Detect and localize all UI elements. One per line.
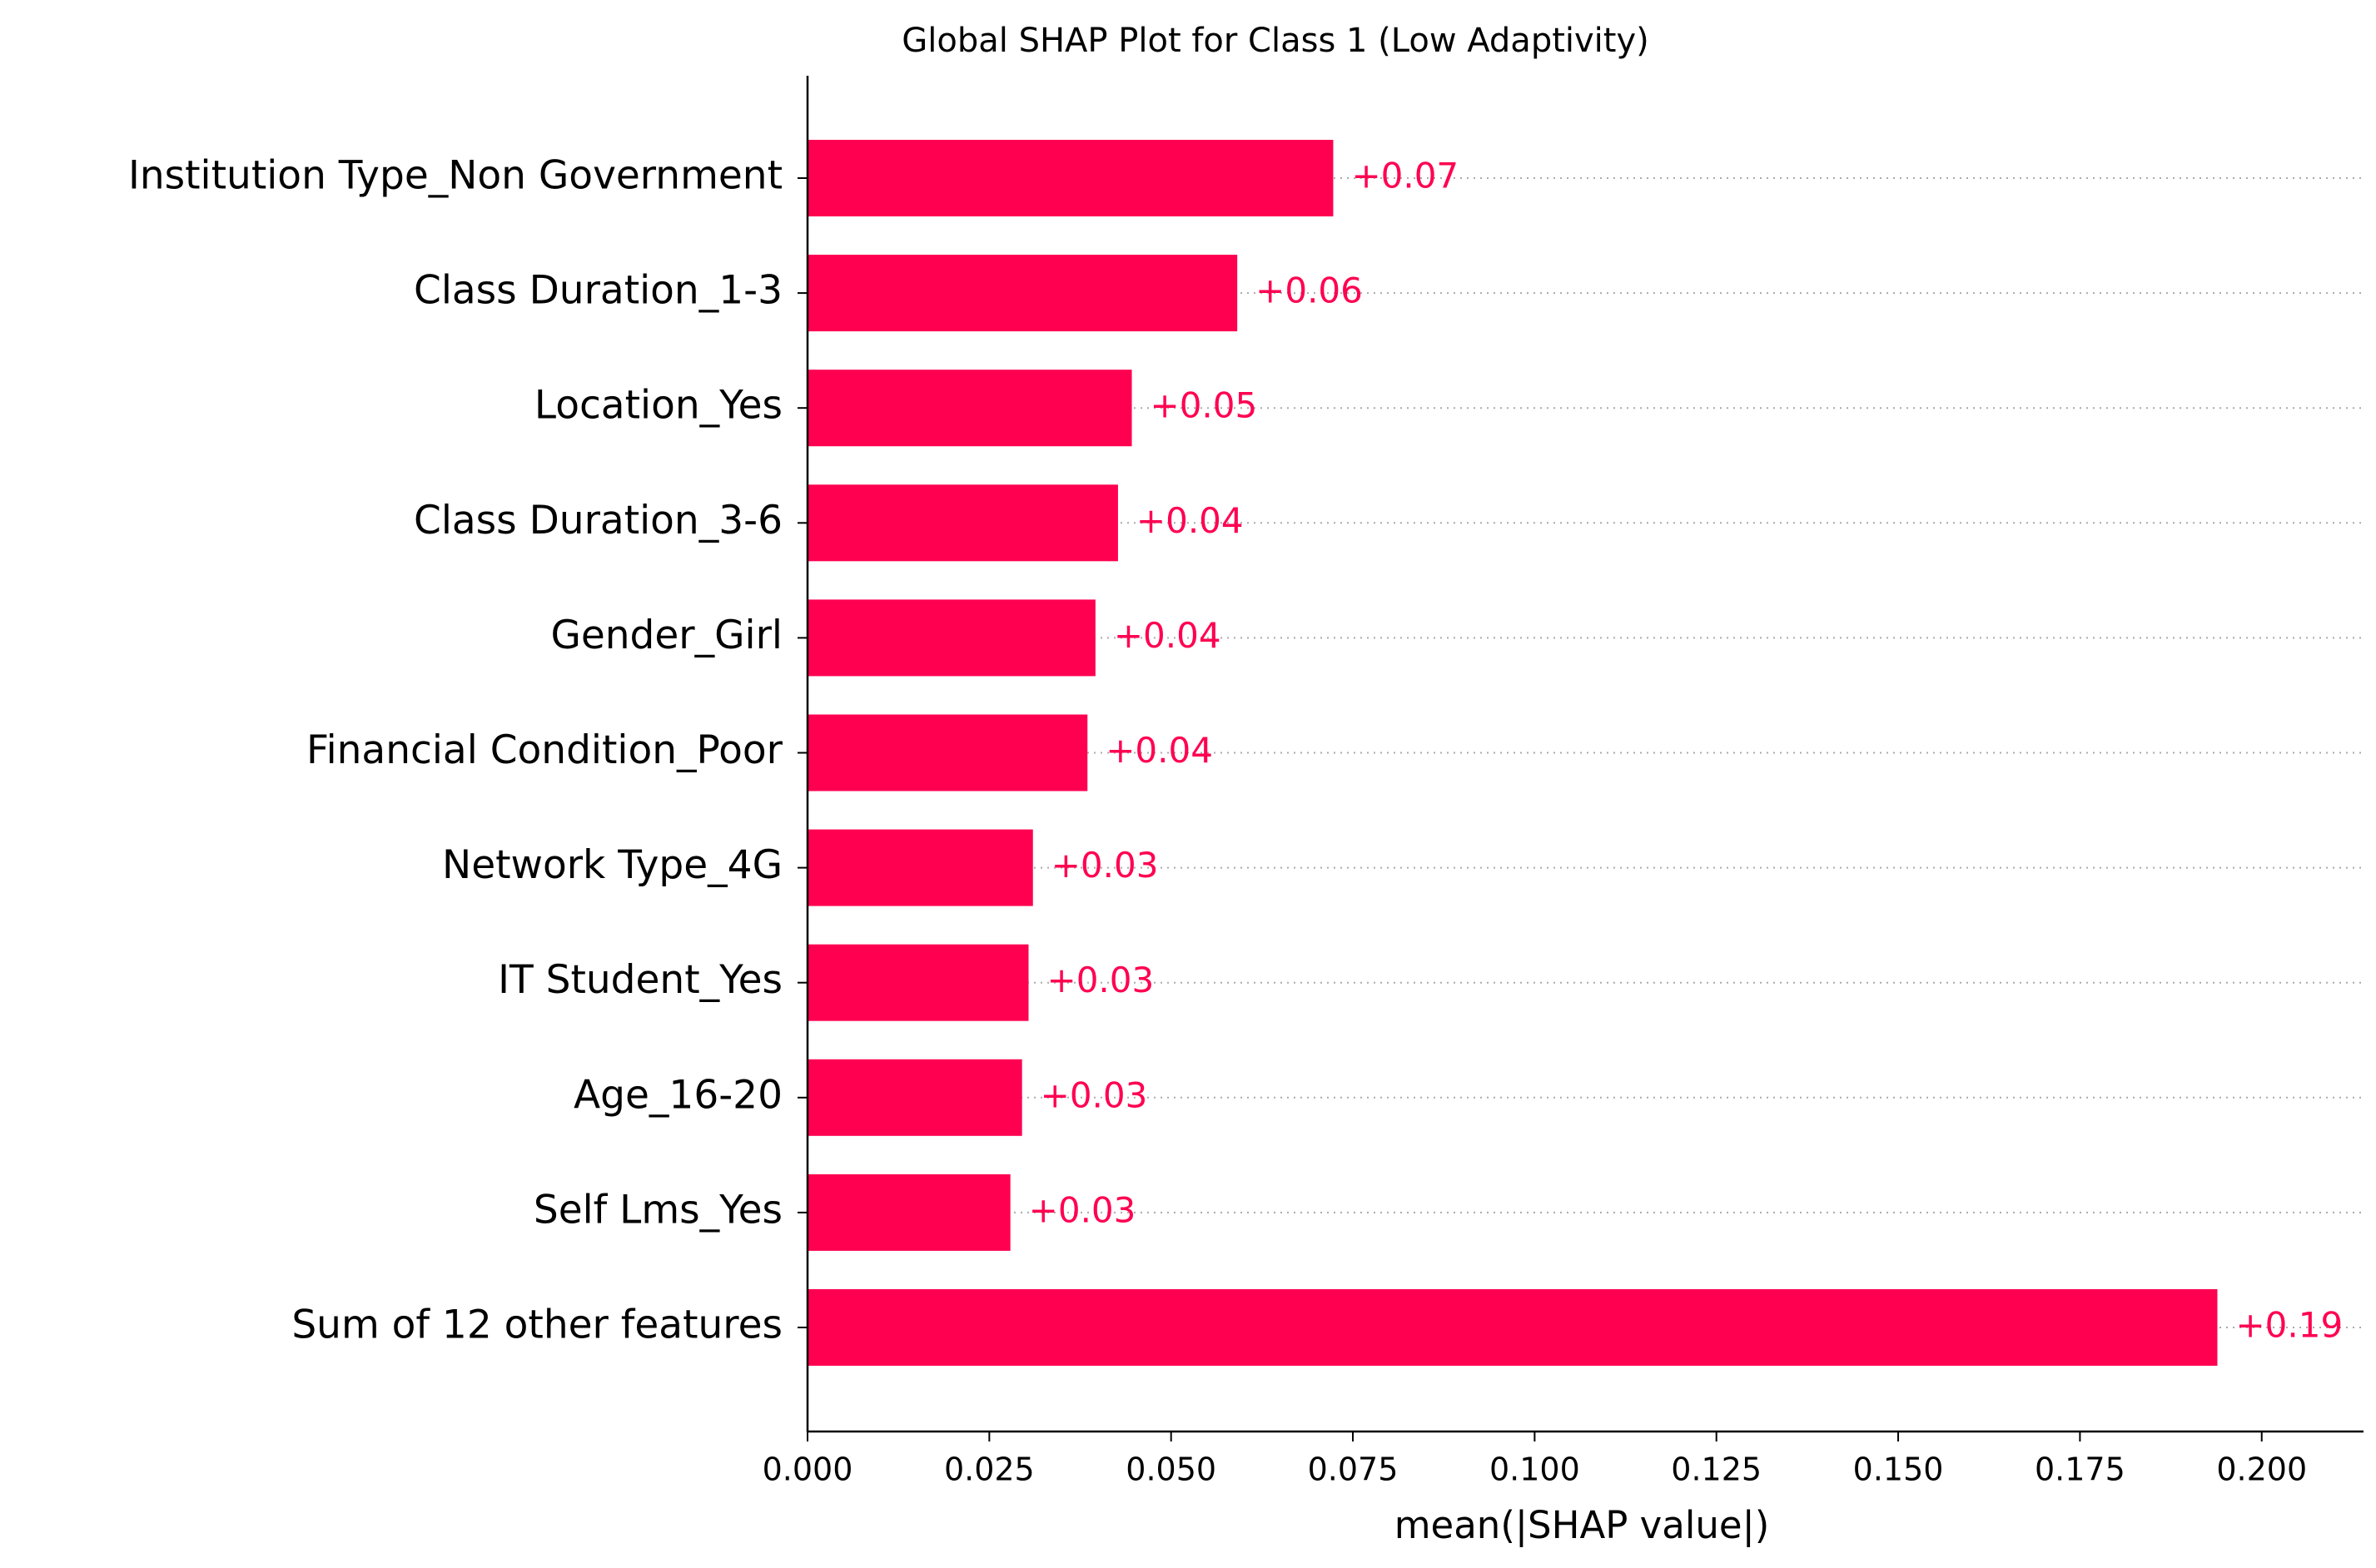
y-tick-label: Location_Yes	[534, 383, 783, 429]
y-tick-label: Class Duration_1-3	[414, 268, 783, 314]
y-tick-label: Sum of 12 other features	[291, 1303, 783, 1348]
bar	[808, 944, 1029, 1021]
value-label: +0.19	[2235, 1305, 2343, 1346]
bar	[808, 1059, 1022, 1136]
value-label: +0.05	[1151, 385, 1258, 426]
value-label: +0.04	[1106, 730, 1213, 771]
y-tick-label: Institution Type_Non Government	[128, 153, 783, 199]
chart-title: Global SHAP Plot for Class 1 (Low Adapti…	[902, 22, 1649, 60]
y-tick-label: Gender_Girl	[550, 613, 783, 658]
value-label: +0.04	[1114, 615, 1221, 656]
value-label: +0.04	[1136, 500, 1244, 541]
value-label: +0.03	[1041, 1074, 1148, 1115]
y-tick-label: IT Student_Yes	[498, 957, 783, 1003]
bar	[808, 484, 1118, 562]
x-tick-label: 0.150	[1853, 1451, 1944, 1488]
x-tick-label: 0.050	[1126, 1451, 1216, 1488]
x-tick-label: 0.125	[1671, 1451, 1762, 1488]
value-label: +0.03	[1047, 960, 1155, 1000]
y-tick-label: Self Lms_Yes	[534, 1187, 783, 1233]
x-axis-label: mean(|SHAP value|)	[1394, 1503, 1770, 1547]
bar	[808, 255, 1238, 332]
x-tick-label: 0.200	[2216, 1451, 2307, 1488]
y-tick-label: Class Duration_3-6	[414, 498, 783, 543]
x-tick-label: 0.075	[1308, 1451, 1399, 1488]
y-tick-label: Financial Condition_Poor	[306, 727, 783, 773]
bar	[808, 1174, 1011, 1251]
bar	[808, 829, 1033, 906]
x-tick-label: 0.000	[763, 1451, 853, 1488]
value-label: +0.03	[1029, 1189, 1136, 1230]
bar	[808, 140, 1334, 216]
bar	[808, 1289, 2218, 1366]
bar	[808, 714, 1088, 791]
value-label: +0.03	[1051, 845, 1159, 886]
bar	[808, 370, 1132, 447]
bar	[808, 599, 1096, 677]
x-tick-label: 0.175	[2035, 1451, 2125, 1488]
x-tick-label: 0.025	[944, 1451, 1035, 1488]
value-label: +0.06	[1255, 270, 1363, 311]
value-label: +0.07	[1351, 156, 1459, 196]
y-tick-label: Age_16-20	[574, 1072, 783, 1118]
x-tick-label: 0.100	[1489, 1451, 1580, 1488]
y-tick-label: Network Type_4G	[442, 842, 783, 888]
